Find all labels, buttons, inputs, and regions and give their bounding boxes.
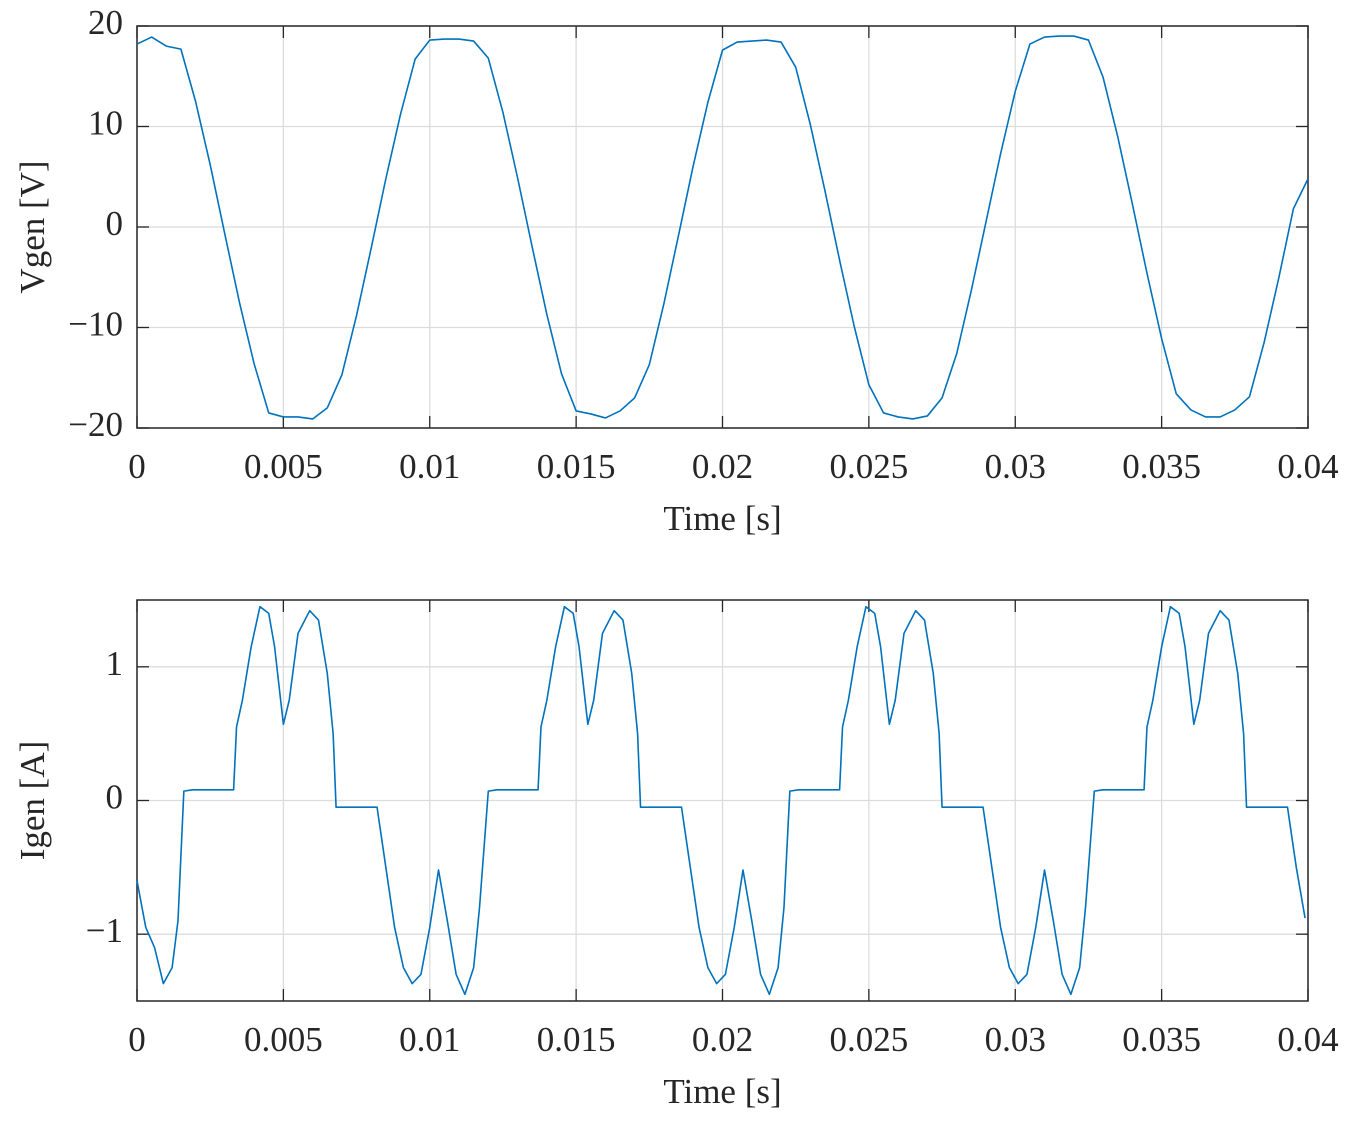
axes-box bbox=[136, 599, 1309, 1002]
x-tick-label: 0.01 bbox=[399, 447, 460, 486]
x-tick-label: 0.005 bbox=[244, 1020, 323, 1059]
x-tick-label: 0.02 bbox=[692, 447, 753, 486]
x-tick-label: 0 bbox=[128, 447, 146, 486]
x-tick-label: 0.005 bbox=[244, 447, 323, 486]
x-tick-label: 0.03 bbox=[985, 1020, 1046, 1059]
data-line bbox=[136, 605, 1306, 996]
x-tick-label: 0.02 bbox=[692, 1020, 753, 1059]
x-axis-label: Time [s] bbox=[663, 499, 781, 538]
x-tick-label: 0.025 bbox=[830, 447, 909, 486]
x-tick-label: 0.03 bbox=[985, 447, 1046, 486]
y-tick-label: 10 bbox=[88, 104, 123, 143]
y-tick-label: −1 bbox=[86, 911, 123, 950]
x-axis-label: Time [s] bbox=[663, 1072, 781, 1111]
x-tick-label: 0.035 bbox=[1122, 447, 1201, 486]
x-tick-label: 0.015 bbox=[537, 1020, 616, 1059]
x-tick-label: 0.01 bbox=[399, 1020, 460, 1059]
y-tick-label: 20 bbox=[88, 3, 123, 42]
y-axis-label: Igen [A] bbox=[13, 741, 52, 861]
y-tick-label: 0 bbox=[106, 778, 124, 817]
y-tick-label: −10 bbox=[68, 305, 123, 344]
x-tick-label: 0.04 bbox=[1277, 447, 1338, 486]
axes-box bbox=[136, 25, 1309, 429]
y-tick-label: −20 bbox=[68, 405, 123, 444]
y-tick-label: 0 bbox=[106, 204, 124, 243]
data-line bbox=[136, 35, 1309, 420]
y-tick-label: 1 bbox=[106, 644, 124, 683]
y-axis-label: Vgen [V] bbox=[13, 160, 52, 293]
x-tick-label: 0.025 bbox=[830, 1020, 909, 1059]
x-tick-label: 0.015 bbox=[537, 447, 616, 486]
x-tick-label: 0 bbox=[128, 1020, 146, 1059]
x-tick-label: 0.035 bbox=[1122, 1020, 1201, 1059]
x-tick-label: 0.04 bbox=[1277, 1020, 1338, 1059]
